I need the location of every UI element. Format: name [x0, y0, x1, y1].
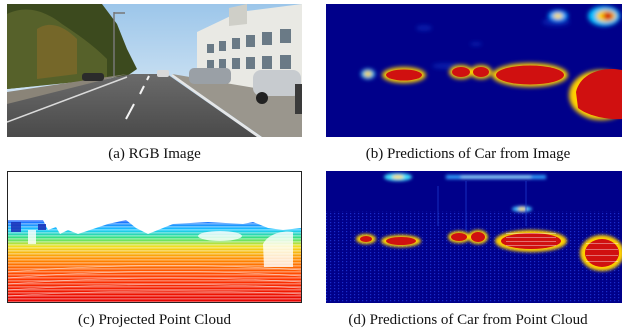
caption-point-cloud-prediction: (d) Predictions of Car from Point Cloud — [348, 312, 588, 328]
point-cloud-prediction-heatmap — [326, 171, 622, 303]
rgb-image — [7, 4, 302, 137]
projected-point-cloud — [7, 171, 302, 303]
image-prediction-heatmap — [326, 4, 622, 137]
caption-point-cloud: (c) Projected Point Cloud — [78, 312, 231, 328]
caption-image-prediction: (b) Predictions of Car from Image — [365, 146, 571, 162]
caption-rgb-image: (a) RGB Image — [108, 146, 201, 162]
